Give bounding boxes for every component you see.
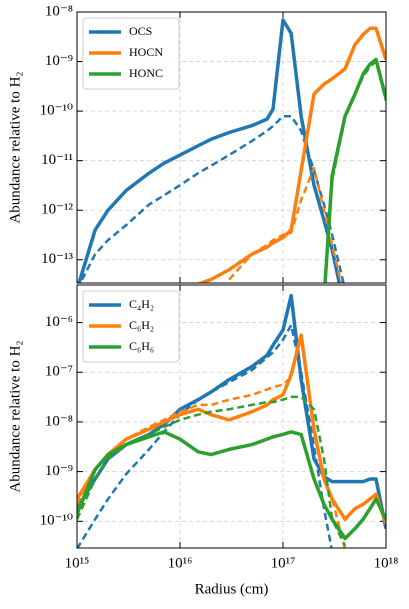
line xyxy=(77,333,386,525)
axes-frame xyxy=(76,11,387,284)
line xyxy=(323,57,386,283)
x-axis-label: Radius (cm) xyxy=(195,581,269,597)
plot-lines xyxy=(77,293,386,548)
line xyxy=(77,18,342,283)
y-tick-label: 10⁻¹² xyxy=(41,202,73,218)
y-tick-label: 10⁻⁷ xyxy=(45,364,73,380)
plot-lines xyxy=(77,18,386,283)
legend-label: C₆H₆ xyxy=(129,339,154,353)
y-tick-label: 10⁻⁸ xyxy=(45,413,73,429)
x-tick-label: 10¹⁶ xyxy=(168,555,193,571)
y-tick-label: 10⁻⁶ xyxy=(45,314,73,330)
axes-frame xyxy=(76,284,387,549)
legend-label: C₆H₂ xyxy=(129,318,154,332)
legend-box xyxy=(82,290,180,363)
y-tick-label: 10⁻¹⁰ xyxy=(40,103,73,119)
legend-label: C₄H₂ xyxy=(129,297,154,311)
legend: C₄H₂ C₆H₂ C₆H₆ xyxy=(82,290,180,363)
dashed-line xyxy=(78,114,345,283)
line xyxy=(196,26,386,283)
y-tick-label: 10⁻¹³ xyxy=(41,251,73,267)
legend-label: HOCN xyxy=(129,45,163,59)
legend-box xyxy=(82,17,180,90)
line xyxy=(77,430,386,541)
y-tick-label: 10⁻⁸ xyxy=(45,3,73,19)
panel: 10⁻¹⁰ 10⁻⁹ 10⁻⁸ 10⁻⁷ 10⁻⁶ 10¹⁵ 10¹⁶ 10¹⁷ 10¹⁸ Abu… xyxy=(7,284,399,597)
y-axis-label: Abundance relative to H₂ xyxy=(7,71,23,223)
y-tick-label: 10⁻⁹ xyxy=(45,463,73,479)
panel: 10⁻¹³ 10⁻¹² 10⁻¹¹ 10⁻¹⁰ 10⁻⁹ 10⁻⁸ Abundance re… xyxy=(7,3,387,284)
y-tick-label: 10⁻¹¹ xyxy=(41,152,73,168)
legend: OCS HOCN HONC xyxy=(82,17,180,90)
y-tick-label: 10⁻⁹ xyxy=(45,53,73,69)
x-tick-label: 10¹⁸ xyxy=(374,555,399,571)
y-axis-label: Abundance relative to H₂ xyxy=(7,340,23,492)
dashed-line xyxy=(77,395,347,547)
x-tick-label: 10¹⁷ xyxy=(271,555,296,571)
y-tick-label: 10⁻¹⁰ xyxy=(40,513,73,529)
x-tick-label: 10¹⁵ xyxy=(65,555,90,571)
legend-label: HONC xyxy=(129,66,163,80)
legend-label: OCS xyxy=(129,24,152,38)
